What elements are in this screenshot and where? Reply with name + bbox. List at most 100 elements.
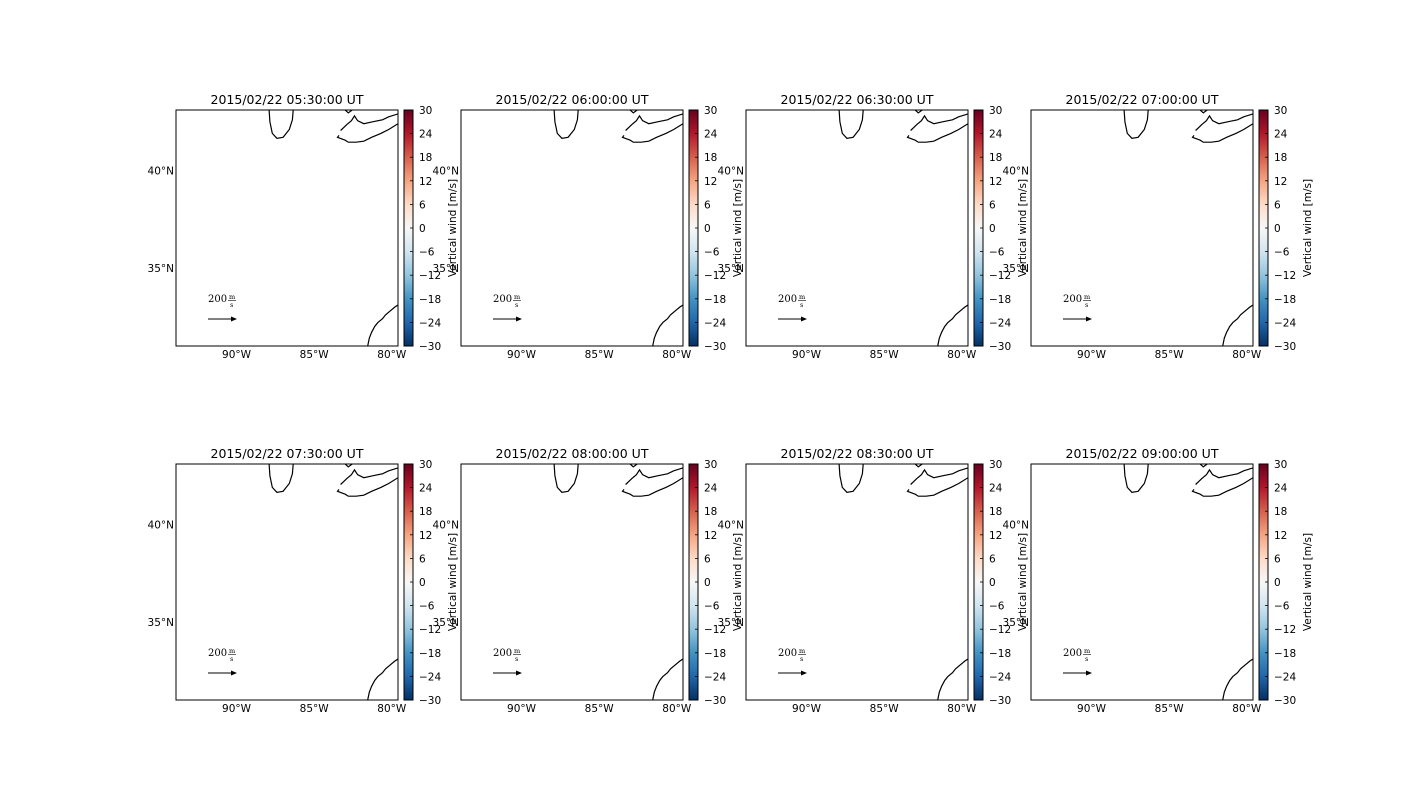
colorbar-label: Vertical wind [m/s] <box>1017 179 1029 277</box>
colorbar-tick-label: −6 <box>704 601 720 613</box>
lon-tick-label: 85°W <box>870 349 900 361</box>
lat-tick-label: 35°N <box>148 617 174 629</box>
colorbar-tick-label: 30 <box>989 105 1002 117</box>
lon-tick-label: 90°W <box>222 349 252 361</box>
map-frame <box>175 463 399 701</box>
colorbar-tick-label: −18 <box>419 294 441 306</box>
colorbar-tick-label: −24 <box>419 317 441 329</box>
map-frame <box>745 109 969 347</box>
colorbar-tick-label: −6 <box>419 247 435 259</box>
colorbar-tick-label: 12 <box>419 176 432 188</box>
colorbar-tick-label: 24 <box>1274 129 1288 141</box>
lon-tick-label: 85°W <box>1155 349 1185 361</box>
colorbar-tick-label: 6 <box>1274 199 1281 211</box>
quiver-key-value: 200 <box>1063 294 1082 305</box>
coastline <box>914 464 923 468</box>
colorbar-tick-label: 12 <box>419 530 432 542</box>
lat-tick-label: 40°N <box>433 165 459 177</box>
coastline <box>937 304 968 346</box>
coastline <box>1195 467 1253 485</box>
coastline <box>344 464 353 468</box>
lon-tick-label: 90°W <box>222 703 252 715</box>
colorbar: 30 24 18 12 6 0 −6 −12 −18 −24 −30 Vertical wind [m… <box>403 459 459 707</box>
colorbar-tick-label: 6 <box>419 199 426 211</box>
coastline <box>621 123 683 143</box>
quiver-key-unit: m <box>229 293 235 301</box>
coastline <box>340 467 398 485</box>
panel-title: 2015/02/22 05:30:00 UT <box>211 92 364 107</box>
coastline <box>621 477 683 497</box>
colorbar-tick-label: −30 <box>419 341 441 353</box>
colorbar-tick-label: 18 <box>989 152 1002 164</box>
colorbar-tick-label: 12 <box>1274 176 1287 188</box>
colorbar-tick-label: 6 <box>704 553 711 565</box>
coastline <box>1123 110 1149 139</box>
colorbar-tick-label: −18 <box>1274 648 1296 660</box>
lon-tick-label: 80°W <box>1232 349 1262 361</box>
colorbar-label: Vertical wind [m/s] <box>732 179 744 277</box>
coastline <box>1191 477 1253 497</box>
colorbar-tick-label: 30 <box>1274 459 1287 471</box>
map-frame <box>460 463 684 701</box>
colorbar-tick-label: 18 <box>704 506 717 518</box>
colorbar-tick-label: 0 <box>1274 223 1281 235</box>
quiver-key-unit: m <box>799 647 805 655</box>
coastline <box>910 113 968 131</box>
map-panel: 2015/02/22 05:30:00 UT 90°W 85°W 80°W 40°N 35… <box>148 92 459 361</box>
map-panel: 2015/02/22 08:30:00 UT 90°W 85°W 80°W 40°N 35… <box>718 446 1029 715</box>
lon-tick-label: 80°W <box>662 349 692 361</box>
lon-tick-label: 90°W <box>1077 703 1107 715</box>
quiver-key-unit: m <box>1084 293 1090 301</box>
lon-tick-label: 85°W <box>1155 703 1185 715</box>
lat-tick-label: 40°N <box>148 165 174 177</box>
lon-tick-label: 90°W <box>792 703 822 715</box>
colorbar-tick-label: 18 <box>704 152 717 164</box>
panel-title: 2015/02/22 07:30:00 UT <box>211 446 364 461</box>
colorbar-tick-label: −24 <box>704 317 726 329</box>
colorbar-tick-label: 6 <box>989 199 996 211</box>
lon-tick-label: 85°W <box>300 349 330 361</box>
quiver-key-value: 200 <box>208 294 227 305</box>
quiver-key-unit: m <box>1084 647 1090 655</box>
colorbar-tick-label: −12 <box>419 624 441 636</box>
coastlines <box>268 110 398 346</box>
colorbar-tick-label: 0 <box>1274 577 1281 589</box>
coastline <box>1222 304 1253 346</box>
coastline <box>838 464 864 493</box>
colorbar-tick-label: −18 <box>704 294 726 306</box>
colorbar: 30 24 18 12 6 0 −6 −12 −18 −24 −30 Vertical wind [m… <box>973 459 1029 707</box>
quiver-key-unit: s <box>515 301 518 309</box>
coastline <box>1199 464 1208 468</box>
colorbar-label: Vertical wind [m/s] <box>1302 533 1314 631</box>
coastline <box>1195 113 1253 131</box>
colorbar-tick-label: 12 <box>989 176 1002 188</box>
quiver-key-value: 200 <box>778 294 797 305</box>
colorbar-label: Vertical wind [m/s] <box>447 179 459 277</box>
lat-tick-label: 40°N <box>718 519 744 531</box>
map-frame <box>745 463 969 701</box>
quiver-key-value: 200 <box>1063 648 1082 659</box>
coastline <box>336 477 398 497</box>
colorbar-tick-label: 24 <box>704 129 718 141</box>
colorbar-tick-label: 18 <box>419 152 432 164</box>
coastlines <box>838 110 968 346</box>
colorbar-tick-label: 0 <box>989 577 996 589</box>
quiver-key-unit: s <box>230 301 233 309</box>
coastline <box>336 123 398 143</box>
coastline <box>268 464 294 493</box>
lon-tick-label: 90°W <box>507 349 537 361</box>
colorbar-tick-label: −24 <box>1274 317 1296 329</box>
colorbar-tick-label: −30 <box>704 341 726 353</box>
colorbar: 30 24 18 12 6 0 −6 −12 −18 −24 −30 Vertical wind [m… <box>1258 105 1314 353</box>
colorbar-tick-label: 24 <box>989 483 1003 495</box>
coastline <box>906 123 968 143</box>
coastline <box>1222 658 1253 700</box>
panel-title: 2015/02/22 06:30:00 UT <box>781 92 934 107</box>
quiver-key-unit: s <box>1085 655 1088 663</box>
colorbar-tick-label: 18 <box>989 506 1002 518</box>
colorbar-tick-label: −30 <box>989 341 1011 353</box>
coastline <box>1123 464 1149 493</box>
colorbar-tick-label: −6 <box>1274 601 1290 613</box>
colorbar-tick-label: 0 <box>989 223 996 235</box>
colorbar-tick-label: 6 <box>419 553 426 565</box>
